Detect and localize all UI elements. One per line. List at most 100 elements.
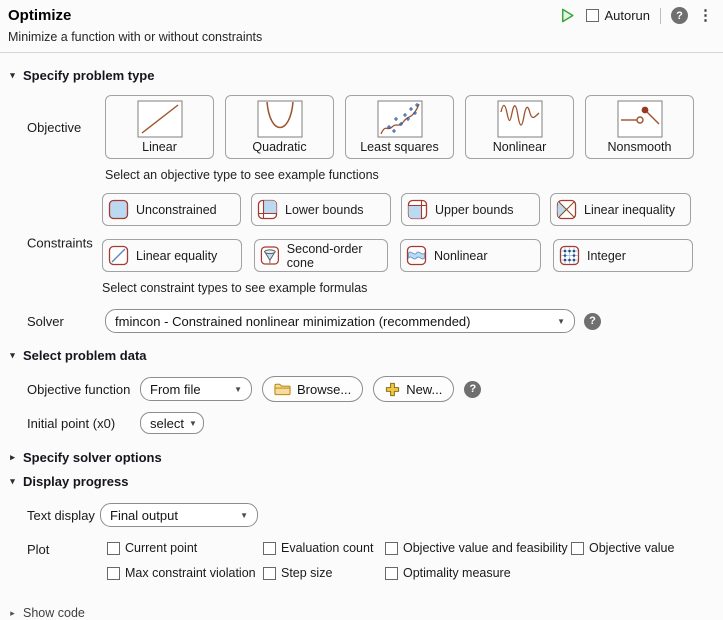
objective-hint: Select an objective type to see example …	[105, 168, 379, 182]
section-show-code[interactable]: ▸ Show code	[8, 606, 723, 620]
collapse-arrow-icon: ▾	[10, 350, 15, 360]
plus-icon	[386, 382, 400, 396]
help-button[interactable]: ?	[671, 7, 688, 24]
page-title: Optimize	[8, 7, 72, 24]
solver-row: Solver fmincon - Constrained nonlinear m…	[27, 309, 723, 333]
optimality-measure-checkbox[interactable]	[385, 566, 398, 580]
objective-value-feasibility-checkbox[interactable]	[385, 541, 398, 555]
checkbox-label: Evaluation count	[281, 541, 374, 555]
section-label: Specify solver options	[23, 450, 162, 465]
linear-inequality-icon	[556, 199, 577, 220]
text-display-value: Final output	[110, 507, 178, 523]
autorun-label: Autorun	[604, 8, 650, 23]
constraint-button-label: Lower bounds	[285, 202, 364, 217]
checkbox-label: Current point	[125, 541, 198, 555]
max-constraint-violation-checkbox[interactable]	[107, 566, 120, 580]
plot-option-current-point: Current point	[107, 541, 263, 555]
objective-button-label: Nonlinear	[492, 140, 547, 154]
objective-function-dropdown[interactable]: From file ▼	[140, 377, 252, 401]
checkbox-label: Step size	[281, 566, 333, 580]
plot-option-optimality-measure: Optimality measure	[385, 566, 511, 580]
plot-row: Plot Current point Evaluation count Obje…	[27, 541, 723, 580]
run-button[interactable]	[559, 7, 576, 24]
unconstrained-icon	[108, 199, 129, 220]
section-label: Display progress	[23, 474, 129, 489]
page-subtitle: Minimize a function with or without cons…	[8, 30, 263, 44]
current-point-checkbox[interactable]	[107, 541, 120, 555]
constraints-row-2: Linear equality Second-order cone Nonlin…	[102, 239, 723, 272]
constraint-button-label: Upper bounds	[435, 202, 514, 217]
objective-button-label: Linear	[142, 140, 177, 154]
constraint-linear-equality-button[interactable]: Linear equality	[102, 239, 242, 272]
step-size-checkbox[interactable]	[263, 566, 276, 580]
initial-point-label: Initial point (x0)	[27, 415, 116, 431]
show-code-label: Show code	[23, 606, 85, 620]
constraint-integer-button[interactable]: Integer	[553, 239, 693, 272]
objective-function-help-button[interactable]: ?	[464, 380, 482, 398]
evaluation-count-checkbox[interactable]	[263, 541, 276, 555]
second-order-cone-icon	[260, 246, 279, 265]
nonsmooth-icon	[617, 100, 662, 138]
section-display-progress[interactable]: ▾ Display progress	[8, 474, 723, 489]
text-display-label: Text display	[27, 507, 95, 523]
new-button-label: New...	[406, 381, 443, 397]
section-specify-problem-type[interactable]: ▾ Specify problem type	[8, 68, 723, 83]
expand-arrow-icon: ▸	[10, 452, 15, 462]
linear-icon	[137, 100, 182, 138]
objective-least-squares-button[interactable]: Least squares	[345, 95, 454, 159]
text-display-row: Text display Final output ▼	[27, 503, 723, 527]
kebab-menu-icon[interactable]: ⋮	[698, 7, 713, 24]
objective-button-label: Nonsmooth	[607, 140, 672, 154]
solver-dropdown[interactable]: fmincon - Constrained nonlinear minimiza…	[105, 309, 575, 333]
constraint-button-label: Linear equality	[136, 248, 218, 263]
constraint-button-label: Linear inequality	[584, 202, 676, 217]
nonlinear-constraint-icon	[406, 245, 427, 266]
checkbox-label: Objective value	[589, 541, 675, 555]
constraint-second-order-cone-button[interactable]: Second-order cone	[254, 239, 388, 272]
objective-row: Objective Linear Quadratic	[27, 95, 723, 159]
browse-button[interactable]: Browse...	[262, 376, 364, 402]
plot-checkbox-row-2: Max constraint violation Step size Optim…	[107, 566, 674, 580]
section-label: Select problem data	[23, 348, 147, 363]
solver-dropdown-value: fmincon - Constrained nonlinear minimiza…	[115, 313, 471, 329]
objective-nonsmooth-button[interactable]: Nonsmooth	[585, 95, 694, 159]
dropdown-arrow-icon: ▼	[240, 510, 248, 520]
solver-label: Solver	[27, 313, 64, 329]
integer-icon	[559, 245, 580, 266]
objective-function-value: From file	[150, 381, 201, 397]
plot-label: Plot	[27, 542, 50, 557]
checkbox-label: Optimality measure	[403, 566, 511, 580]
objective-value-checkbox[interactable]	[571, 541, 584, 555]
objective-function-row: Objective function From file ▼ Browse...…	[27, 376, 723, 402]
objective-quadratic-button[interactable]: Quadratic	[225, 95, 334, 159]
constraint-lower-bounds-button[interactable]: Lower bounds	[251, 193, 391, 226]
objective-button-label: Quadratic	[252, 140, 307, 154]
section-specify-solver-options[interactable]: ▸ Specify solver options	[8, 450, 723, 465]
section-select-problem-data[interactable]: ▾ Select problem data	[8, 348, 723, 363]
objective-nonlinear-button[interactable]: Nonlinear	[465, 95, 574, 159]
new-button[interactable]: New...	[373, 376, 455, 402]
objective-linear-button[interactable]: Linear	[105, 95, 214, 159]
header: Optimize Autorun ? ⋮ Minimize a function…	[0, 0, 723, 53]
dropdown-arrow-icon: ▼	[188, 418, 197, 428]
collapse-arrow-icon: ▾	[10, 70, 15, 80]
browse-button-label: Browse...	[297, 381, 352, 397]
constraint-upper-bounds-button[interactable]: Upper bounds	[401, 193, 540, 226]
text-display-dropdown[interactable]: Final output ▼	[100, 503, 258, 527]
expand-arrow-icon: ▸	[10, 607, 15, 618]
constraint-unconstrained-button[interactable]: Unconstrained	[102, 193, 241, 226]
plot-checkbox-grid: Current point Evaluation count Objective…	[107, 541, 674, 580]
constraint-button-label: Second-order cone	[286, 241, 363, 270]
constraint-nonlinear-button[interactable]: Nonlinear	[400, 239, 541, 272]
solver-help-button[interactable]: ?	[584, 312, 601, 330]
upper-bounds-icon	[407, 199, 428, 220]
plot-checkbox-row-1: Current point Evaluation count Objective…	[107, 541, 674, 555]
objective-button-strip: Linear Quadratic Least squares	[105, 95, 694, 159]
initial-point-dropdown[interactable]: select ▼	[140, 412, 204, 434]
initial-point-row: Initial point (x0) select ▼	[27, 412, 723, 434]
autorun-checkbox[interactable]	[586, 9, 600, 22]
constraint-linear-inequality-button[interactable]: Linear inequality	[550, 193, 691, 226]
objective-label: Objective	[27, 119, 82, 135]
checkbox-label: Objective value and feasibility	[403, 541, 568, 555]
